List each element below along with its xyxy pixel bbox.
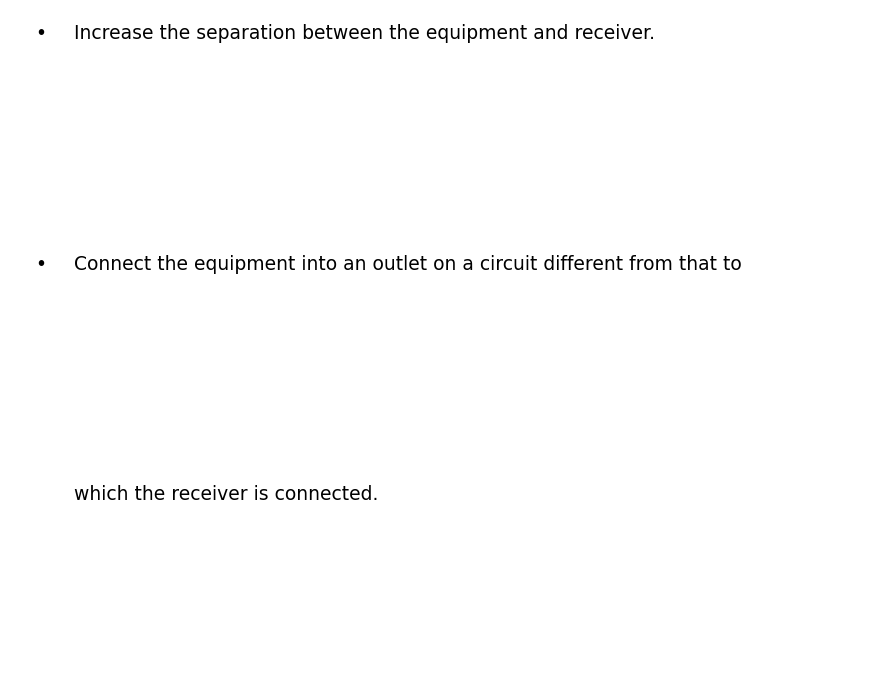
Text: •: • — [35, 24, 46, 43]
Text: •: • — [35, 255, 46, 274]
Text: which the receiver is connected.: which the receiver is connected. — [74, 485, 378, 504]
Text: Connect the equipment into an outlet on a circuit different from that to: Connect the equipment into an outlet on … — [74, 255, 742, 274]
Text: Increase the separation between the equipment and receiver.: Increase the separation between the equi… — [74, 24, 655, 43]
